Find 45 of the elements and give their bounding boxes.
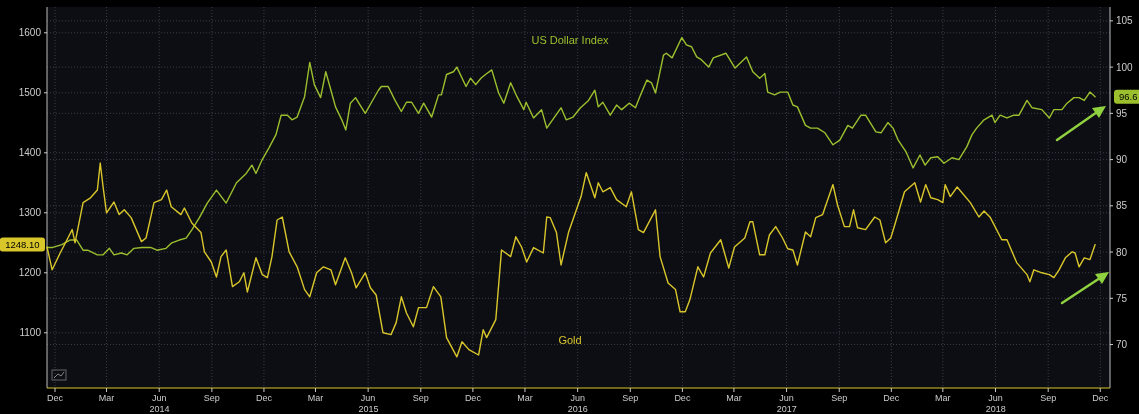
x-tick-label: Mar bbox=[726, 393, 742, 403]
y2-tick-label: 80 bbox=[1116, 246, 1128, 258]
x-tick-label: Jun bbox=[360, 393, 376, 403]
text: 2015 bbox=[358, 404, 379, 414]
x-tick-label: Jun bbox=[779, 393, 794, 403]
y2-tick-label: 100 bbox=[1116, 61, 1134, 73]
text: 2014 bbox=[149, 404, 170, 414]
x-tick-label: Mar bbox=[307, 393, 324, 403]
y-tick-label: 1300 bbox=[18, 207, 42, 219]
x-tick-label: Mar bbox=[98, 393, 115, 403]
y-tick-label: 1400 bbox=[18, 147, 42, 159]
x-tick-label: Jun bbox=[570, 393, 585, 403]
y-tick-label: 1100 bbox=[19, 327, 42, 339]
x-tick-label: Dec bbox=[255, 393, 273, 403]
x-tick-label: Dec bbox=[674, 393, 691, 403]
x-tick-label: Dec bbox=[1092, 393, 1109, 403]
x-tick-label: Jun bbox=[988, 393, 1003, 403]
y2-tick-label: 90 bbox=[1116, 154, 1128, 166]
x-tick-label: Dec bbox=[464, 393, 482, 403]
y-tick-label: 1500 bbox=[18, 87, 42, 99]
text: 2018 bbox=[985, 404, 1006, 414]
text: 2017 bbox=[776, 404, 797, 414]
x-tick-label: Sep bbox=[203, 393, 220, 403]
y-tick-label: 1600 bbox=[18, 27, 42, 39]
x-tick-label: Sep bbox=[622, 393, 639, 403]
x-tick-label: Sep bbox=[1040, 393, 1057, 403]
line-series bbox=[46, 36, 1096, 256]
text: US Dollar Index bbox=[531, 34, 610, 46]
y2-tick-label: 75 bbox=[1116, 292, 1128, 304]
text: 96.6 bbox=[1118, 91, 1138, 103]
x-tick-label: Mar bbox=[517, 393, 533, 403]
x-tick-label: Mar bbox=[935, 393, 951, 403]
y-tick-label: 1200 bbox=[18, 267, 42, 279]
y2-tick-label: 95 bbox=[1116, 107, 1128, 119]
text: 1248.10 bbox=[5, 238, 40, 250]
x-tick-label: Jun bbox=[151, 393, 167, 403]
text: Gold bbox=[558, 334, 582, 346]
y2-tick-label: 85 bbox=[1116, 200, 1128, 212]
y2-tick-label: 105 bbox=[1116, 15, 1134, 27]
x-tick-label: Sep bbox=[831, 393, 848, 403]
x-tick-label: Dec bbox=[47, 393, 64, 403]
x-tick-label: Sep bbox=[412, 393, 429, 403]
x-tick-label: Dec bbox=[883, 393, 900, 403]
y2-tick-label: 70 bbox=[1116, 339, 1128, 351]
text: 2016 bbox=[567, 404, 588, 414]
